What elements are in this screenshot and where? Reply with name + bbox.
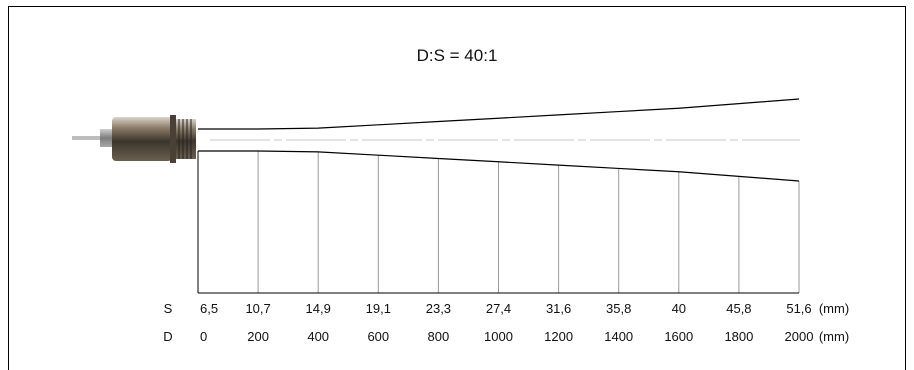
diagram-frame [8,6,906,370]
row-d-value: 2000 [785,329,814,344]
sensor-wire [72,136,112,140]
row-s-value: 45,8 [726,301,751,316]
row-s-value: 31,6 [546,301,571,316]
scale-labels: S 6,5 10,7 14,9 19,1 23,3 27,4 31,6 35,8 40 45,8 51… [163,301,849,344]
row-unit-d: (mm) [819,329,849,344]
row-d-value: 1400 [604,329,633,344]
row-s-value: 23,3 [426,301,451,316]
sensor-device [72,115,196,163]
row-s-value: 35,8 [606,301,631,316]
beam-lower-edge [198,150,800,182]
row-s-value: 14,9 [306,301,331,316]
beam-cone [198,98,800,182]
row-d-value: 1800 [724,329,753,344]
sensor-thread [176,119,196,159]
row-d-value: 200 [247,329,269,344]
row-label-s: S [164,301,173,316]
row-s-value: 10,7 [245,301,270,316]
row-s-value: 19,1 [366,301,391,316]
distance-guides [197,151,800,294]
row-s-value: 51,6 [786,301,811,316]
beam-upper-edge [198,98,800,130]
row-s-value: 27,4 [486,301,511,316]
row-d-value: 0 [200,329,207,344]
row-s-value: 40 [672,301,686,316]
row-d-value: 1600 [664,329,693,344]
row-s-value: 6,5 [200,301,218,316]
row-d-value: 800 [428,329,450,344]
row-label-d: D [163,329,172,344]
diagram-title: D:S = 40:1 [416,46,498,65]
row-d-value: 600 [367,329,389,344]
row-d-value: 1200 [544,329,573,344]
row-unit-s: (mm) [819,301,849,316]
row-d-value: 1000 [484,329,513,344]
sensor-collar [170,115,176,163]
sensor-body [112,117,172,161]
sensor-cable [100,129,114,147]
row-d-value: 400 [307,329,329,344]
